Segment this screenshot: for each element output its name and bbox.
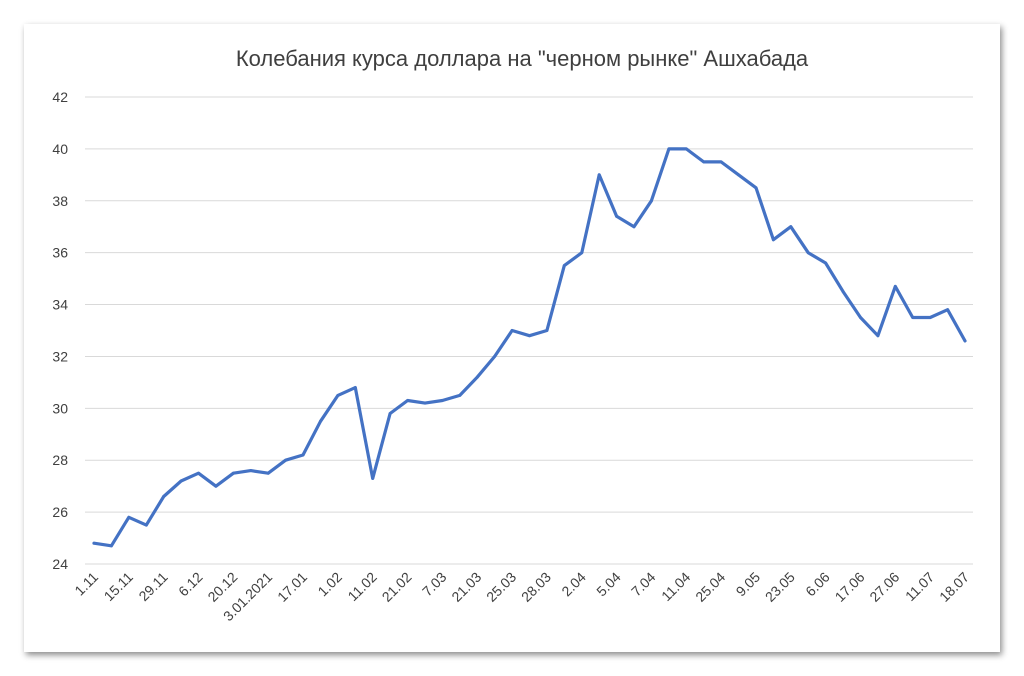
data-point xyxy=(667,147,671,151)
data-point xyxy=(580,251,584,255)
data-point xyxy=(197,471,200,475)
data-point xyxy=(284,458,288,462)
data-point xyxy=(719,160,723,164)
y-tick-label: 26 xyxy=(52,504,68,520)
data-point xyxy=(92,541,96,545)
data-point xyxy=(893,284,897,288)
data-point xyxy=(737,173,740,177)
data-point xyxy=(423,401,427,405)
data-point xyxy=(162,495,166,498)
x-tick-label: 6.12 xyxy=(175,569,206,600)
series-line xyxy=(92,147,967,548)
data-point xyxy=(615,214,618,218)
data-point xyxy=(371,476,375,480)
data-point xyxy=(231,471,235,475)
x-tick-label: 2.04 xyxy=(558,569,589,600)
x-tick-label: 29.11 xyxy=(135,569,171,605)
x-tick-label: 17.01 xyxy=(274,569,310,605)
data-point xyxy=(684,147,688,151)
x-tick-label: 25.03 xyxy=(483,569,519,605)
x-tick-label: 7.03 xyxy=(419,569,450,600)
x-tick-label: 5.04 xyxy=(593,569,624,600)
data-point xyxy=(144,523,148,527)
x-tick-label: 1.11 xyxy=(71,569,101,599)
data-point xyxy=(876,334,880,338)
data-point xyxy=(249,469,253,472)
data-point xyxy=(946,308,949,312)
data-point xyxy=(266,471,270,475)
data-point xyxy=(545,329,549,332)
y-tick-label: 32 xyxy=(52,348,68,364)
data-point xyxy=(806,251,810,255)
x-tick-label: 9.05 xyxy=(732,569,763,600)
x-tick-label: 11.04 xyxy=(658,569,694,605)
data-point xyxy=(562,264,566,268)
chart-title: Колебания курса доллара на "черном рынке… xyxy=(236,46,809,71)
series-group xyxy=(92,147,967,548)
x-tick-label: 21.03 xyxy=(448,569,484,605)
data-point xyxy=(179,479,183,483)
x-tick-label: 15.11 xyxy=(101,569,137,605)
x-tick-label: 18.07 xyxy=(936,569,972,605)
data-point xyxy=(650,199,653,203)
y-tick-label: 42 xyxy=(52,89,68,105)
data-point xyxy=(928,316,932,319)
x-tick-label: 11.07 xyxy=(902,569,938,605)
y-tick-label: 24 xyxy=(52,556,68,572)
x-tick-label: 17.06 xyxy=(832,569,868,605)
data-point xyxy=(441,399,444,402)
data-point xyxy=(475,375,479,379)
x-tick-label: 21.02 xyxy=(379,569,415,605)
data-point xyxy=(841,290,845,293)
data-point xyxy=(528,334,531,338)
data-point xyxy=(214,484,218,488)
data-point xyxy=(353,386,357,389)
gridlines xyxy=(85,96,973,565)
x-tick-label: 27.06 xyxy=(866,569,902,605)
data-point xyxy=(963,339,967,343)
data-point xyxy=(632,225,636,229)
y-tick-label: 30 xyxy=(52,400,68,416)
x-tick-label: 7.04 xyxy=(628,569,659,600)
x-tick-label: 11.02 xyxy=(344,569,380,605)
data-point xyxy=(859,316,862,319)
data-point xyxy=(458,393,462,397)
x-tick-label: 1.02 xyxy=(314,569,345,600)
data-point xyxy=(597,173,601,177)
data-point xyxy=(493,355,497,358)
line-chart: Колебания курса доллара на "черном рынке… xyxy=(52,46,973,625)
data-point xyxy=(789,225,793,229)
data-point xyxy=(824,261,828,265)
chart-card: Колебания курса доллара на "черном рынке… xyxy=(24,24,1000,652)
data-point xyxy=(127,515,131,519)
x-tick-label: 6.06 xyxy=(802,569,833,600)
x-tick-label: 25.04 xyxy=(692,569,728,605)
data-point xyxy=(406,399,409,402)
y-axis-ticks: 24 26 28 30 32 34 36 38 40 42 xyxy=(52,89,68,572)
data-point xyxy=(510,329,514,332)
data-point xyxy=(771,238,775,242)
y-tick-label: 40 xyxy=(52,141,68,157)
x-tick-label: 28.03 xyxy=(518,569,554,605)
y-tick-label: 38 xyxy=(52,193,68,209)
x-tick-label: 23.05 xyxy=(762,569,798,605)
data-point xyxy=(301,453,305,457)
y-tick-label: 28 xyxy=(52,452,68,468)
data-point xyxy=(911,316,915,319)
data-point xyxy=(702,160,706,164)
data-point xyxy=(754,186,758,190)
y-tick-label: 34 xyxy=(52,297,68,313)
y-tick-label: 36 xyxy=(52,245,68,261)
data-point xyxy=(319,419,322,423)
data-point xyxy=(336,393,340,397)
data-point xyxy=(110,544,113,548)
data-point xyxy=(388,412,392,415)
